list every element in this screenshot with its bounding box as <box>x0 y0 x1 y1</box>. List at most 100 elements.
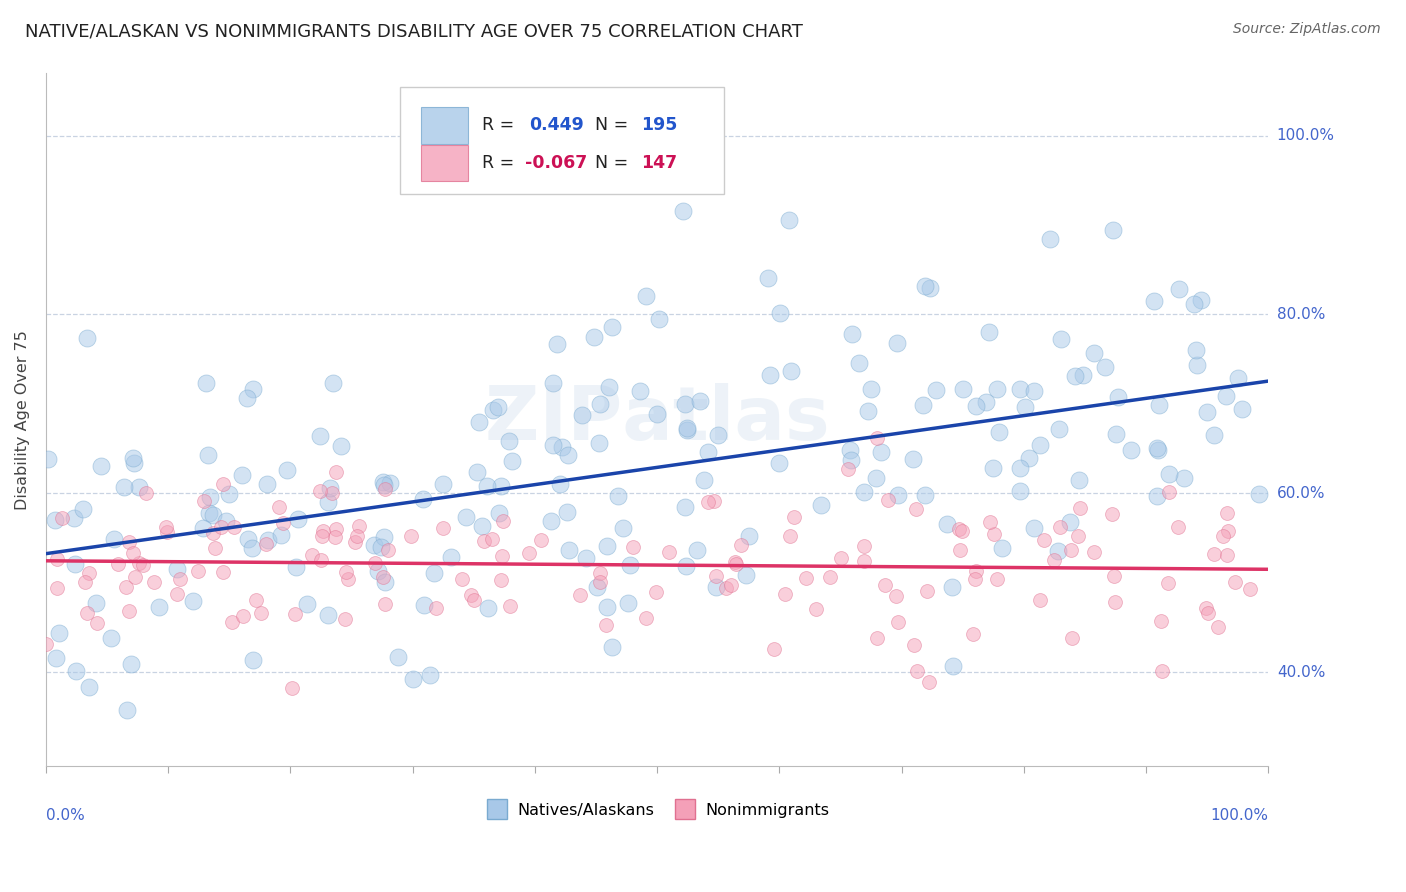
Point <box>706 581 728 595</box>
Point <box>201 526 224 541</box>
Text: 0.0%: 0.0% <box>46 808 84 823</box>
Point <box>1018 450 1040 465</box>
Point <box>311 529 333 543</box>
Point <box>724 555 747 569</box>
Point <box>1218 524 1240 538</box>
Point <box>475 478 498 492</box>
Point <box>121 546 143 560</box>
Point <box>949 542 972 557</box>
Point <box>51 511 73 525</box>
Point <box>245 593 267 607</box>
Point <box>936 517 959 532</box>
Point <box>117 535 139 549</box>
Point <box>582 330 605 344</box>
Point <box>773 587 796 601</box>
Point <box>489 574 512 588</box>
Point <box>1157 485 1180 500</box>
Text: 100.0%: 100.0% <box>1211 808 1268 823</box>
Point <box>242 653 264 667</box>
Point <box>63 511 86 525</box>
Text: R =: R = <box>482 153 520 171</box>
Point <box>551 440 574 454</box>
Point <box>1239 582 1261 597</box>
Point <box>273 516 295 531</box>
Point <box>1189 293 1212 307</box>
Point <box>1014 400 1036 414</box>
Point <box>1010 461 1032 475</box>
Point <box>634 288 657 302</box>
Point <box>45 650 67 665</box>
Point <box>197 507 219 521</box>
Point <box>541 376 564 391</box>
Point <box>45 552 67 566</box>
Point <box>588 397 610 411</box>
Point <box>1028 438 1050 452</box>
Point <box>1146 441 1168 455</box>
Point <box>387 650 409 665</box>
Point <box>84 596 107 610</box>
Point <box>1069 501 1091 516</box>
Point <box>645 585 668 599</box>
Text: 100.0%: 100.0% <box>1277 128 1334 143</box>
Point <box>986 382 1008 396</box>
Text: ZIP​atlas: ZIP​atlas <box>485 383 830 456</box>
Point <box>454 510 477 524</box>
Point <box>499 599 522 614</box>
Point <box>1215 506 1237 520</box>
Point <box>1150 614 1173 628</box>
Point <box>1216 548 1239 562</box>
Point <box>325 522 347 536</box>
Text: 195: 195 <box>641 117 678 135</box>
Point <box>730 537 752 551</box>
Point <box>285 560 308 574</box>
Point <box>373 477 395 491</box>
Point <box>86 615 108 630</box>
Point <box>501 454 523 468</box>
Point <box>779 529 801 543</box>
Point <box>316 608 339 623</box>
Point <box>63 557 86 571</box>
Point <box>412 491 434 506</box>
Point <box>325 465 347 479</box>
Point <box>977 325 1000 339</box>
Point <box>276 463 298 477</box>
Text: R =: R = <box>482 117 520 135</box>
Point <box>1047 543 1070 558</box>
Point <box>1008 382 1031 396</box>
Point <box>90 459 112 474</box>
Point <box>735 567 758 582</box>
Text: 60.0%: 60.0% <box>1277 486 1326 501</box>
Point <box>1104 595 1126 609</box>
Point <box>675 559 697 574</box>
Point <box>884 590 907 604</box>
Point <box>901 451 924 466</box>
Point <box>107 557 129 571</box>
Point <box>1062 631 1084 645</box>
Point <box>460 588 482 602</box>
Point <box>738 529 761 543</box>
Point <box>1033 533 1056 547</box>
Point <box>914 279 936 293</box>
Point <box>467 466 489 480</box>
Point <box>720 578 742 592</box>
Point <box>373 529 395 543</box>
Point <box>589 575 612 590</box>
Point <box>707 428 730 442</box>
Point <box>114 580 136 594</box>
Point <box>988 425 1011 439</box>
Point <box>287 511 309 525</box>
Text: -0.067: -0.067 <box>526 153 588 171</box>
Point <box>1101 508 1123 522</box>
Point <box>492 514 515 528</box>
Point <box>703 494 725 508</box>
Point <box>948 522 970 536</box>
Point <box>839 453 862 467</box>
Text: 147: 147 <box>641 153 678 171</box>
Point <box>877 493 900 508</box>
Point <box>451 572 474 586</box>
Point <box>1152 664 1174 678</box>
Point <box>309 429 332 443</box>
Point <box>209 520 232 534</box>
Point <box>135 486 157 500</box>
Point <box>309 552 332 566</box>
